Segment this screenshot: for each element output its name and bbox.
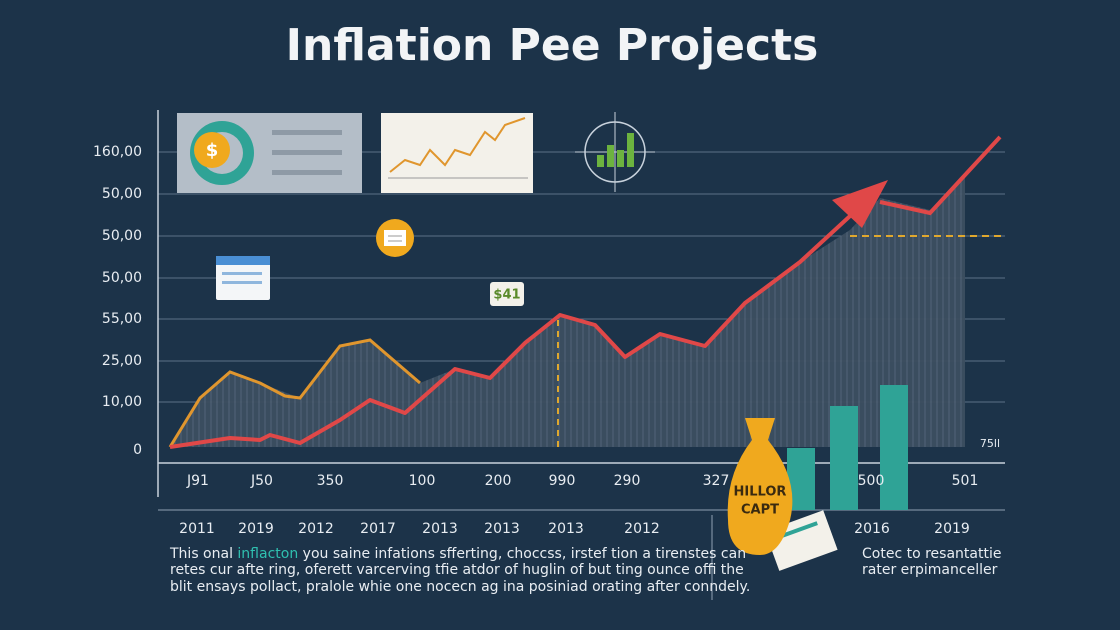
- red-line: [879, 135, 1002, 216]
- svg-text:$: $: [206, 140, 219, 161]
- x-axis-label: 990: [549, 473, 576, 489]
- corner-label: 75ll: [980, 437, 1000, 450]
- y-axis-label: 0: [133, 442, 142, 458]
- description: This onal inflacton you saine infations …: [169, 546, 746, 562]
- year-label: 2012: [298, 521, 334, 537]
- chart-card: [381, 113, 533, 193]
- year-label: 2011: [179, 521, 215, 537]
- year-label: 2013: [548, 521, 584, 537]
- y-axis-label: 50,00: [102, 186, 142, 202]
- y-axis-label: 55,00: [102, 311, 142, 327]
- red-line: [169, 203, 864, 449]
- y-axis-label: 50,00: [102, 270, 142, 286]
- year-label: 2019: [934, 521, 970, 537]
- y-axis-label: 160,00: [93, 144, 142, 160]
- x-axis-label: 501: [952, 473, 979, 489]
- area: [170, 178, 965, 447]
- description-text: you saine infations sfferting, choccss, …: [298, 546, 746, 562]
- x-axis-label: 327: [703, 473, 730, 489]
- money-bag: [727, 418, 838, 571]
- year-label: 2013: [422, 521, 458, 537]
- bag-label: HILLOR: [734, 485, 787, 500]
- target-icon: [575, 112, 655, 192]
- side-note: rater erpimanceller: [862, 562, 998, 578]
- year-label: 2013: [484, 521, 520, 537]
- description-line: retes cur afte ring, oferett varcerving …: [170, 562, 744, 578]
- x-axis-label: 500: [858, 473, 885, 489]
- x-axis-label: 200: [485, 473, 512, 489]
- orange-line: [168, 338, 421, 448]
- x-axis-label: J91: [186, 473, 209, 489]
- year-label: 2012: [624, 521, 660, 537]
- description-line: blit ensays pollact, pralole whie one no…: [170, 579, 750, 595]
- side-note: Cotec to resantattie: [862, 546, 1001, 562]
- bag-label: CAPT: [741, 503, 779, 518]
- x-axis-label: 100: [409, 473, 436, 489]
- description-highlight: inflacton: [237, 546, 298, 562]
- badge-label: $41: [493, 288, 520, 303]
- window-icon: [216, 256, 270, 300]
- y-axis-label: 10,00: [102, 394, 142, 410]
- y-axis-label: 50,00: [102, 228, 142, 244]
- title: Inflation Pee Projects: [286, 20, 819, 71]
- description-text: This onal: [169, 546, 237, 562]
- bar: [830, 406, 858, 510]
- x-axis-label: 290: [614, 473, 641, 489]
- year-label: 2019: [238, 521, 274, 537]
- y-axis-label: 25,00: [102, 353, 142, 369]
- x-axis-label: 350: [317, 473, 344, 489]
- year-label: 2017: [360, 521, 396, 537]
- x-axis-label: J50: [250, 473, 273, 489]
- bar: [880, 385, 908, 510]
- wallet-card: $: [177, 113, 362, 193]
- chat-icon: [376, 219, 414, 257]
- arrow-head: [832, 180, 888, 228]
- year-label: 2016: [854, 521, 890, 537]
- badge: [490, 282, 524, 306]
